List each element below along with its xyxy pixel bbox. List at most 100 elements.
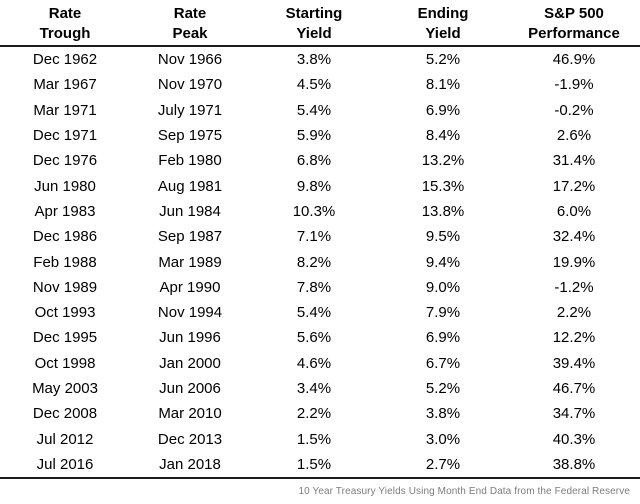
source-note: 10 Year Treasury Yields Using Month End … bbox=[298, 486, 630, 498]
table-cell: 9.0% bbox=[425, 278, 461, 296]
column-header-line: Rate bbox=[48, 5, 82, 22]
table-cell: Mar 2010 bbox=[158, 405, 222, 423]
table-cell: 2.6% bbox=[556, 127, 592, 145]
table-cell: 3.8% bbox=[296, 51, 332, 69]
table-cell: 6.9% bbox=[425, 101, 461, 119]
table-row: Dec 1971 Sep 1975 5.9% 8.4% 2.6% bbox=[0, 123, 640, 148]
table-cell: 46.7% bbox=[552, 380, 596, 397]
table-cell: 13.8% bbox=[421, 202, 465, 220]
table-cell: Oct 1993 bbox=[34, 304, 96, 322]
table-cell: Jun 1996 bbox=[159, 329, 221, 347]
table-row: Oct 1998 Jan 2000 4.6% 6.7% 39.4% bbox=[0, 351, 640, 376]
table-cell: 8.2% bbox=[296, 253, 332, 271]
table-cell: 8.1% bbox=[425, 76, 461, 94]
table-cell: Jan 2018 bbox=[159, 455, 221, 473]
table-cell: 3.4% bbox=[296, 380, 332, 397]
table-row: Feb 1988 Mar 1989 8.2% 9.4% 19.9% bbox=[0, 249, 640, 274]
table-cell: Dec 1962 bbox=[32, 51, 98, 69]
table-cell: 7.8% bbox=[296, 278, 332, 296]
column-header-ending-yield: Ending Yield bbox=[378, 2, 508, 45]
table-cell: July 1971 bbox=[157, 101, 223, 119]
table-cell: Jul 2016 bbox=[36, 455, 94, 473]
table-cell: Nov 1989 bbox=[32, 278, 98, 296]
table-cell: Apr 1983 bbox=[34, 202, 96, 220]
column-header-starting-yield: Starting Yield bbox=[250, 2, 378, 45]
table-cell: 5.9% bbox=[296, 127, 332, 145]
table-row: May 2003 Jun 2006 3.4% 5.2% 46.7% bbox=[0, 376, 640, 401]
table-cell: 7.1% bbox=[296, 228, 332, 246]
table-cell: Nov 1966 bbox=[157, 51, 223, 69]
column-header-line: Starting bbox=[285, 5, 343, 22]
table-row: Jul 2016 Jan 2018 1.5% 2.7% 38.8% bbox=[0, 452, 640, 477]
table-cell: 32.4% bbox=[552, 228, 596, 246]
table-row: Mar 1967 Nov 1970 4.5% 8.1% -1.9% bbox=[0, 72, 640, 97]
table-cell: 6.7% bbox=[425, 354, 461, 372]
table-body: Dec 1962 Nov 1966 3.8% 5.2% 46.9% Mar 19… bbox=[0, 47, 640, 480]
column-header-line: Ending bbox=[417, 5, 469, 22]
table-cell: Feb 1980 bbox=[158, 152, 222, 170]
table-cell: 2.7% bbox=[425, 455, 461, 473]
table-cell: Dec 1971 bbox=[32, 127, 98, 145]
table-cell: -0.2% bbox=[554, 101, 594, 119]
table-cell: 5.2% bbox=[425, 51, 461, 69]
table-cell: Sep 1975 bbox=[157, 127, 223, 145]
column-header-sp500-performance: S&P 500 Performance bbox=[508, 2, 640, 45]
table-cell: Jan 2000 bbox=[159, 354, 221, 372]
table-cell: Dec 1986 bbox=[32, 228, 98, 246]
table-cell: 9.8% bbox=[296, 177, 332, 195]
table-cell: Jun 1980 bbox=[34, 177, 96, 195]
table-cell: 1.5% bbox=[296, 455, 332, 473]
column-header-line: Performance bbox=[528, 25, 620, 42]
column-header-rate-trough: Rate Trough bbox=[0, 2, 130, 45]
column-header-rate-peak: Rate Peak bbox=[130, 2, 250, 45]
table-cell: Mar 1967 bbox=[33, 76, 97, 94]
table-cell: 8.4% bbox=[425, 127, 461, 145]
table-cell: Nov 1994 bbox=[157, 304, 223, 322]
table-cell: 5.6% bbox=[296, 329, 332, 347]
table-cell: -1.9% bbox=[554, 76, 594, 94]
table-cell: Jun 1984 bbox=[159, 202, 221, 220]
table-cell: 34.7% bbox=[552, 405, 596, 423]
table-cell: 5.2% bbox=[425, 380, 461, 397]
table-cell: Mar 1971 bbox=[33, 101, 97, 119]
table-cell: 1.5% bbox=[296, 430, 332, 448]
table-cell: -1.2% bbox=[554, 278, 594, 296]
column-header-line: Yield bbox=[425, 25, 461, 42]
table-row: Oct 1993 Nov 1994 5.4% 7.9% 2.2% bbox=[0, 300, 640, 325]
table-cell: Dec 1995 bbox=[32, 329, 98, 347]
table-cell: Jul 2012 bbox=[36, 430, 94, 448]
table-cell: 38.8% bbox=[552, 455, 596, 473]
table-cell: Mar 1989 bbox=[158, 253, 222, 271]
table-cell: 39.4% bbox=[552, 354, 596, 372]
table-cell: 6.0% bbox=[556, 202, 592, 220]
table-cell: 17.2% bbox=[552, 177, 596, 195]
table-cell: 15.3% bbox=[421, 177, 465, 195]
column-header-line: Rate bbox=[173, 5, 207, 22]
table-row: Dec 1962 Nov 1966 3.8% 5.2% 46.9% bbox=[0, 47, 640, 72]
table-cell: 6.9% bbox=[425, 329, 461, 347]
table-row: Dec 2008 Mar 2010 2.2% 3.8% 34.7% bbox=[0, 401, 640, 426]
table-header-row: Rate Trough Rate Peak Starting Yield End… bbox=[0, 0, 640, 47]
table-cell: 10.3% bbox=[292, 202, 336, 220]
table-cell: 4.6% bbox=[296, 354, 332, 372]
table-row: Nov 1989 Apr 1990 7.8% 9.0% -1.2% bbox=[0, 275, 640, 300]
table-cell: 12.2% bbox=[552, 329, 596, 347]
table-cell: 9.5% bbox=[425, 228, 461, 246]
table-cell: 13.2% bbox=[421, 152, 465, 170]
table-cell: 3.8% bbox=[425, 405, 461, 423]
table-cell: 5.4% bbox=[296, 101, 332, 119]
table-cell: Aug 1981 bbox=[157, 177, 223, 195]
table-cell: Jun 2006 bbox=[159, 380, 221, 397]
column-header-line: S&P 500 bbox=[544, 5, 604, 22]
table-cell: Oct 1998 bbox=[34, 354, 96, 372]
table-row: Dec 1995 Jun 1996 5.6% 6.9% 12.2% bbox=[0, 325, 640, 350]
table-row: Mar 1971 July 1971 5.4% 6.9% -0.2% bbox=[0, 98, 640, 123]
table-cell: 5.4% bbox=[296, 304, 332, 322]
table-cell: 9.4% bbox=[425, 253, 461, 271]
table-cell: Dec 2008 bbox=[32, 405, 98, 423]
table-cell: Dec 2013 bbox=[157, 430, 223, 448]
table-row: Jun 1980 Aug 1981 9.8% 15.3% 17.2% bbox=[0, 173, 640, 198]
table-row: Dec 1976 Feb 1980 6.8% 13.2% 31.4% bbox=[0, 148, 640, 173]
table-cell: 2.2% bbox=[296, 405, 332, 423]
